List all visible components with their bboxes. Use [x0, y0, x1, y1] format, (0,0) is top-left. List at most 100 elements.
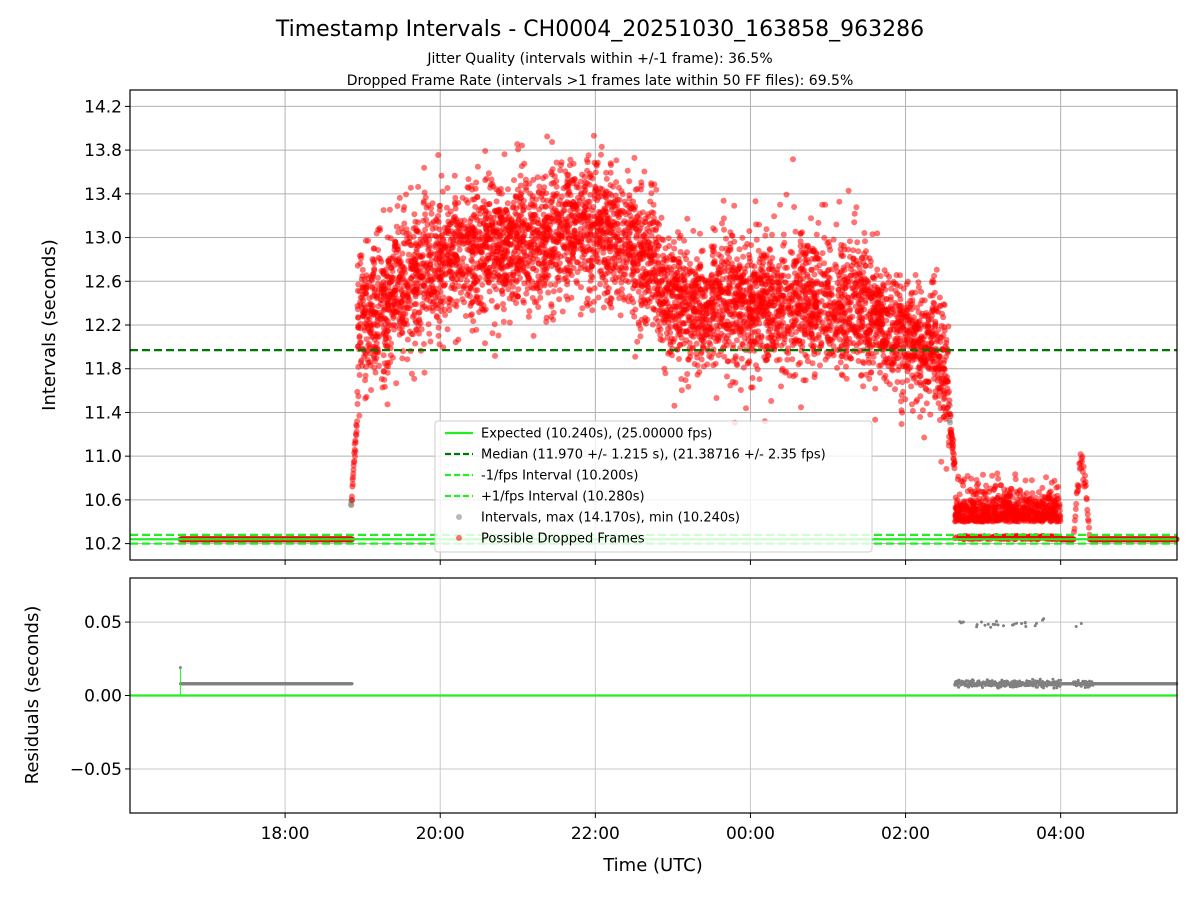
- dropped-frame-point: [448, 250, 455, 257]
- dropped-frame-point: [577, 311, 584, 318]
- dropped-frame-point: [515, 286, 522, 293]
- dropped-frame-point: [684, 215, 691, 222]
- dropped-frame-point: [625, 209, 632, 215]
- dropped-frame-point: [592, 169, 599, 176]
- dropped-frame-point: [433, 217, 440, 224]
- dropped-frame-point: [550, 212, 557, 219]
- dropped-frame-point: [593, 238, 600, 245]
- dropped-frame-point: [473, 326, 480, 333]
- dropped-frame-point: [354, 287, 361, 294]
- dropped-frame-point: [418, 269, 425, 276]
- dropped-frame-point: [437, 283, 444, 290]
- dropped-frame-point: [611, 203, 618, 210]
- dropped-frame-point: [570, 250, 577, 257]
- dropped-frame-point: [405, 298, 412, 304]
- dropped-frame-point: [734, 256, 741, 263]
- dropped-frame-point: [482, 207, 489, 214]
- dropped-frame-point: [558, 159, 565, 166]
- dropped-frame-point: [530, 176, 537, 183]
- dropped-frame-point: [634, 185, 641, 192]
- dropped-frame-point: [451, 172, 458, 179]
- dropped-frame-point: [568, 294, 575, 301]
- dropped-frame-point: [428, 210, 435, 217]
- dropped-frame-point: [697, 230, 703, 237]
- dropped-frame-point: [648, 295, 655, 301]
- dropped-frame-point: [352, 439, 359, 446]
- dropped-frame-point: [442, 243, 448, 250]
- dropped-frame-point: [455, 336, 462, 343]
- dropped-frame-point: [460, 255, 467, 262]
- dropped-frame-point: [650, 305, 657, 312]
- dropped-frame-point: [685, 383, 692, 390]
- dropped-frame-point: [530, 332, 537, 339]
- dropped-frame-point: [520, 248, 527, 255]
- dropped-frame-point: [455, 227, 462, 234]
- dropped-frame-point: [668, 293, 675, 299]
- dropped-frame-point: [354, 418, 361, 425]
- dropped-frame-point: [699, 304, 706, 311]
- dropped-frame-point: [470, 318, 477, 325]
- dropped-frame-point: [409, 280, 416, 287]
- dropped-frame-point: [540, 274, 547, 281]
- dropped-frame-point: [584, 167, 591, 174]
- dropped-frame-point: [541, 184, 548, 191]
- dropped-frame-point: [647, 220, 654, 227]
- dropped-frame-point: [510, 250, 517, 257]
- dropped-frame-point: [528, 239, 535, 246]
- dropped-frame-point: [667, 339, 674, 345]
- dropped-frame-point: [402, 240, 408, 247]
- dropped-frame-point: [537, 294, 544, 301]
- dropped-frame-point: [676, 342, 683, 348]
- dropped-frame-point: [545, 289, 552, 296]
- dropped-frame-point: [527, 251, 534, 258]
- dropped-frame-point: [467, 285, 474, 292]
- dropped-frame-point: [362, 377, 369, 384]
- dropped-frame-point: [417, 320, 424, 327]
- dropped-frame-point: [355, 324, 362, 331]
- dropped-frame-point: [451, 199, 458, 206]
- dropped-frame-point: [505, 286, 512, 293]
- dropped-frame-point: [498, 190, 505, 197]
- dropped-frame-point: [485, 265, 492, 272]
- dropped-frame-point: [386, 291, 393, 298]
- dropped-frame-point: [550, 238, 557, 245]
- dropped-frame-point: [665, 325, 671, 332]
- dropped-frame-point: [771, 213, 778, 220]
- dropped-frame-point: [465, 176, 472, 183]
- dropped-frame-point: [421, 369, 428, 376]
- dropped-frame-point: [377, 227, 383, 234]
- dropped-frame-point: [490, 214, 497, 221]
- dropped-frame-point: [431, 289, 438, 296]
- dropped-frame-point: [500, 318, 507, 325]
- dropped-frame-point: [628, 295, 635, 302]
- dropped-frame-point: [442, 271, 449, 278]
- dropped-frame-point: [667, 310, 674, 317]
- dropped-frame-point: [698, 356, 705, 363]
- dropped-frame-point: [393, 380, 400, 387]
- dropped-frame-point: [621, 294, 628, 301]
- dropped-frame-point: [635, 288, 642, 295]
- dropped-frame-point: [404, 356, 411, 363]
- dropped-frame-point: [516, 228, 523, 235]
- dropped-frame-point: [531, 202, 538, 208]
- dropped-frame-point: [694, 362, 701, 369]
- dropped-frame-point: [766, 246, 773, 252]
- dropped-frame-point: [676, 326, 683, 333]
- dropped-frame-point: [554, 275, 561, 281]
- dropped-frame-point: [438, 172, 445, 179]
- dropped-frame-point: [451, 218, 458, 224]
- dropped-frame-point: [357, 260, 364, 267]
- dropped-frame-point: [477, 300, 484, 307]
- dropped-frame-point: [351, 458, 358, 464]
- dropped-frame-point: [680, 289, 687, 295]
- dropped-frame-point: [671, 245, 678, 252]
- dropped-frame-point: [382, 315, 389, 322]
- dropped-frame-point: [494, 303, 501, 310]
- dropped-frame-point: [468, 215, 475, 222]
- dropped-frame-point: [517, 172, 524, 179]
- chart-title: Timestamp Intervals - CH0004_20251030_16…: [275, 17, 924, 42]
- dropped-frame-point: [661, 256, 668, 263]
- dropped-frame-point: [695, 309, 702, 316]
- dropped-frame-point: [356, 334, 363, 341]
- dropped-frame-point: [570, 255, 577, 262]
